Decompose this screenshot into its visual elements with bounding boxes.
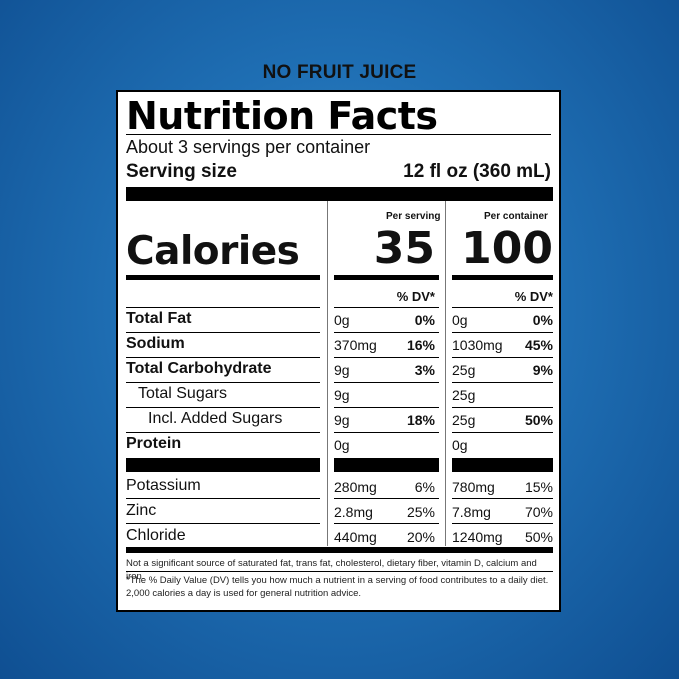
nutrient-name: Total Carbohydrate: [126, 360, 272, 377]
serving-amount: 9g: [334, 387, 350, 403]
dv-header-container: % DV*: [514, 289, 553, 304]
mineral-name: Zinc: [126, 502, 157, 519]
mineral-name: Potassium: [126, 477, 201, 494]
container-dv: 9%: [532, 362, 553, 378]
divider: [334, 498, 439, 499]
footnote-daily-value: *The % Daily Value (DV) tells you how mu…: [126, 575, 549, 599]
serving-dv: 6%: [414, 479, 435, 495]
col-per-serving: Per serving: [386, 211, 441, 222]
serving-amount: 280mg: [334, 479, 377, 495]
divider: [334, 407, 439, 408]
divider: [126, 407, 320, 408]
medium-divider: [452, 275, 553, 280]
divider: [452, 407, 553, 408]
divider: [334, 382, 439, 383]
serving-amount: 9g: [334, 362, 350, 378]
container-amount: 1030mg: [452, 337, 503, 353]
divider: [334, 307, 439, 308]
container-dv: 50%: [524, 412, 553, 428]
container-amount: 25g: [452, 362, 476, 378]
label-title: Nutrition Facts: [126, 94, 438, 138]
divider: [126, 523, 320, 524]
column-divider: [327, 201, 328, 546]
nutrient-name: Sodium: [126, 335, 185, 352]
divider: [452, 357, 553, 358]
thick-divider: [126, 458, 320, 472]
divider: [452, 432, 553, 433]
thick-divider: [126, 187, 553, 201]
divider: [126, 332, 320, 333]
container-amount: 25g: [452, 387, 476, 403]
footnote-not-significant: Not a significant source of saturated fa…: [126, 558, 537, 582]
container-dv: 45%: [524, 337, 553, 353]
divider: [334, 332, 439, 333]
container-dv: 0%: [532, 312, 553, 328]
nutrient-name: Incl. Added Sugars: [148, 410, 283, 427]
serving-amount: 2.8mg: [334, 504, 373, 520]
mineral-name: Chloride: [126, 527, 186, 544]
nutrient-name: Protein: [126, 435, 182, 452]
divider: [126, 307, 320, 308]
divider: [126, 432, 320, 433]
container-amount: 0g: [452, 312, 468, 328]
serving-amount: 0g: [334, 312, 350, 328]
medium-divider: [126, 547, 553, 553]
nutrient-name: Total Fat: [126, 310, 192, 327]
divider: [452, 307, 553, 308]
serving-dv: 18%: [406, 412, 435, 428]
calories-label: Calories: [126, 229, 300, 274]
container-amount: 1240mg: [452, 529, 503, 545]
nutrient-name: Total Sugars: [138, 385, 227, 402]
thick-divider: [334, 458, 439, 472]
calories-per-container: 100: [461, 223, 553, 274]
divider: [334, 523, 439, 524]
divider: [452, 332, 553, 333]
servings-per-container: About 3 servings per container: [126, 137, 371, 157]
container-amount: 25g: [452, 412, 476, 428]
container-amount: 7.8mg: [452, 504, 491, 520]
medium-divider: [334, 275, 439, 280]
serving-dv: 3%: [414, 362, 435, 378]
nutrition-facts-label: Nutrition Facts About 3 servings per con…: [116, 90, 561, 612]
container-amount: 780mg: [452, 479, 495, 495]
column-divider: [445, 201, 446, 546]
divider: [334, 432, 439, 433]
divider: [126, 382, 320, 383]
col-per-container: Per container: [484, 211, 548, 222]
calories-per-serving: 35: [373, 223, 435, 274]
container-amount: 0g: [452, 437, 468, 453]
serving-dv: 0%: [414, 312, 435, 328]
container-dv: 70%: [524, 504, 553, 520]
dv-header-serving: % DV*: [396, 289, 435, 304]
serving-amount: 9g: [334, 412, 350, 428]
divider: [126, 134, 551, 135]
divider: [126, 498, 320, 499]
serving-amount: 0g: [334, 437, 350, 453]
serving-size-value: 12 fl oz (360 mL): [403, 161, 551, 182]
medium-divider: [126, 275, 320, 280]
serving-size-label: Serving size: [126, 161, 237, 182]
divider: [452, 382, 553, 383]
divider: [452, 523, 553, 524]
serving-amount: 440mg: [334, 529, 377, 545]
divider: [126, 357, 320, 358]
divider: [452, 498, 553, 499]
serving-dv: 25%: [406, 504, 435, 520]
divider: [126, 571, 553, 572]
serving-amount: 370mg: [334, 337, 377, 353]
container-dv: 50%: [524, 529, 553, 545]
no-fruit-juice-banner: NO FRUIT JUICE: [262, 62, 417, 83]
divider: [334, 357, 439, 358]
container-dv: 15%: [524, 479, 553, 495]
serving-dv: 16%: [406, 337, 435, 353]
thick-divider: [452, 458, 553, 472]
serving-dv: 20%: [406, 529, 435, 545]
